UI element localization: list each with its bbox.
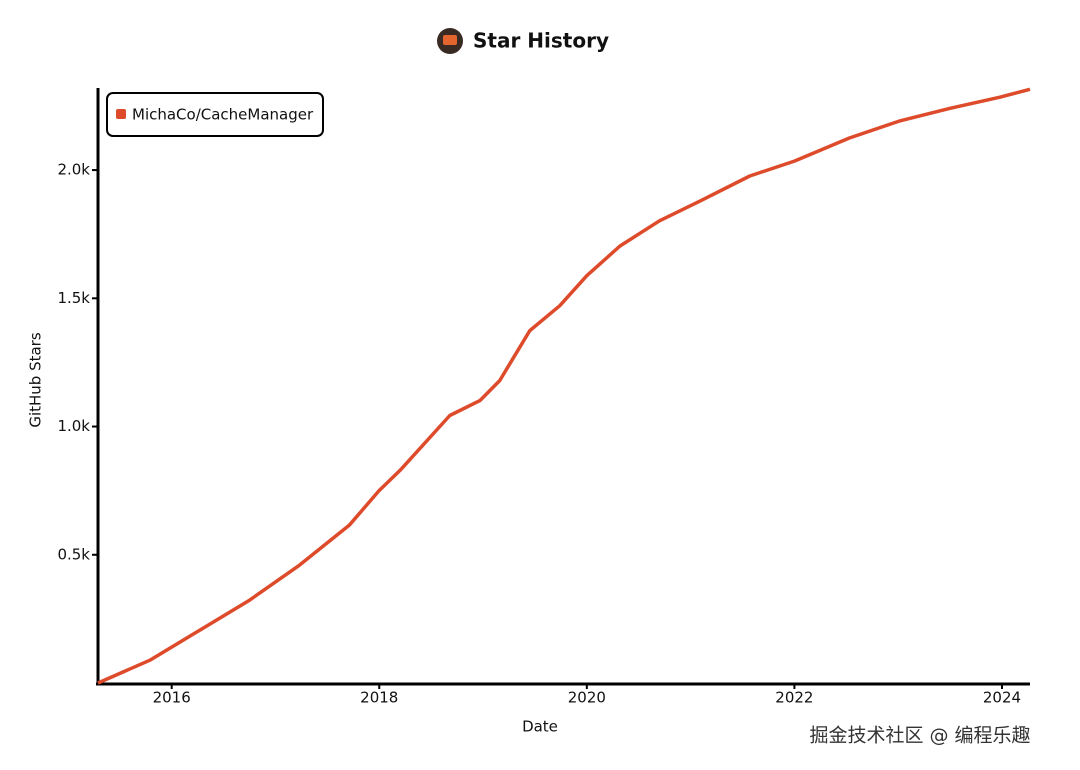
x-tick-label: 2024 bbox=[983, 689, 1021, 707]
legend-label: MichaCo/CacheManager bbox=[132, 106, 314, 124]
x-tick-label: 2022 bbox=[775, 689, 813, 707]
x-tick-label: 2018 bbox=[360, 689, 398, 707]
y-tick-label: 1.5k bbox=[57, 289, 90, 307]
x-tick-label: 2020 bbox=[568, 689, 606, 707]
y-tick-label: 0.5k bbox=[57, 545, 90, 563]
watermark: 掘金技术社区 @ 编程乐趣 bbox=[809, 725, 1030, 747]
y-tick-label: 1.0k bbox=[57, 417, 90, 435]
line bbox=[97, 87, 1031, 685]
y-axis-label: GitHub Stars bbox=[27, 332, 45, 428]
x-axis-label: Date bbox=[522, 718, 558, 736]
legend-box bbox=[106, 92, 324, 137]
chart-title: Star History bbox=[473, 29, 609, 53]
title-icon-detail bbox=[443, 35, 457, 45]
y-tick-label: 2.0k bbox=[57, 161, 90, 179]
legend-swatch bbox=[116, 109, 126, 119]
x-tick-label: 2016 bbox=[153, 689, 191, 707]
